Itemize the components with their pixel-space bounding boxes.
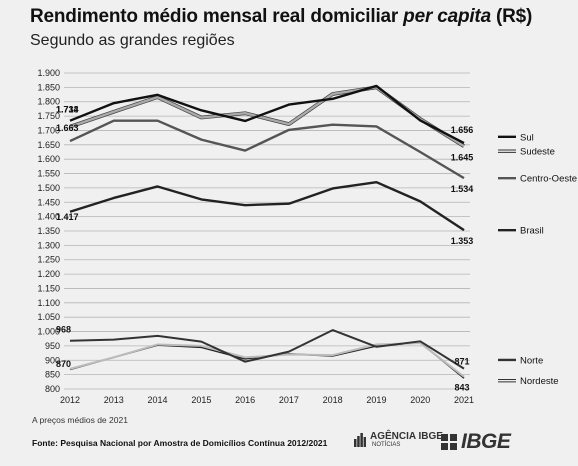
y-axis-ticks: 800 850 900 950 1.000 1.050 1.100 1.150 1.200 1.2… bbox=[37, 68, 60, 394]
end-value-label: 1.353 bbox=[451, 236, 474, 246]
start-value-label: 1.734 bbox=[56, 105, 79, 115]
end-value-label: 871 bbox=[454, 357, 469, 367]
y-tick-label: 1.050 bbox=[37, 312, 60, 322]
x-tick-label: 2016 bbox=[235, 395, 255, 405]
x-tick-label: 2019 bbox=[366, 395, 386, 405]
price-note: A preços médios de 2021 bbox=[32, 415, 128, 425]
legend-label: Sul bbox=[520, 132, 534, 143]
y-tick-label: 1.700 bbox=[37, 125, 60, 135]
y-tick-label: 1.200 bbox=[37, 269, 60, 279]
start-value-label: 968 bbox=[56, 325, 71, 335]
y-tick-label: 1.650 bbox=[37, 140, 60, 150]
data-label-layer: 1.734 1.656 1.713 1.645 1.663 1.534 1.417 1.353… bbox=[56, 105, 473, 393]
agencia-ibge-logo: AGÊNCIA IBGE NOTÍCIAS bbox=[354, 432, 443, 450]
y-tick-label: 1.550 bbox=[37, 169, 60, 179]
legend-label: Brasil bbox=[520, 226, 544, 237]
x-tick-label: 2015 bbox=[191, 395, 211, 405]
y-tick-label: 1.400 bbox=[37, 212, 60, 222]
x-tick-label: 2012 bbox=[60, 395, 80, 405]
x-tick-label: 2014 bbox=[148, 395, 168, 405]
ibge-logo: IBGE bbox=[440, 430, 511, 454]
ibge-mark-icon bbox=[441, 434, 457, 450]
y-tick-label: 850 bbox=[45, 370, 60, 380]
start-value-label: 1.713 bbox=[56, 105, 79, 115]
end-value-label: 1.645 bbox=[451, 152, 474, 162]
series-line-brasil bbox=[69, 180, 465, 232]
chart-title-unit: (R$) bbox=[490, 6, 533, 27]
series-line-centro-oeste bbox=[69, 119, 465, 180]
x-tick-label: 2013 bbox=[104, 395, 124, 405]
legend-layer: Sul Sudeste Centro-Oeste Brasil Norte Nordest… bbox=[498, 132, 577, 387]
series-line-nordeste bbox=[69, 342, 465, 378]
y-tick-label: 1.900 bbox=[37, 68, 60, 78]
y-tick-label: 800 bbox=[45, 384, 60, 394]
legend-label: Centro-Oeste bbox=[520, 174, 577, 185]
series-layer bbox=[69, 84, 466, 379]
end-value-label: 1.534 bbox=[451, 184, 474, 194]
chart-title-emphasis: per capita bbox=[403, 6, 491, 27]
x-tick-label: 2018 bbox=[323, 395, 343, 405]
y-tick-label: 1.800 bbox=[37, 97, 60, 107]
start-value-label: 870 bbox=[56, 359, 71, 369]
y-tick-label: 1.100 bbox=[37, 298, 60, 308]
agencia-logo-small: NOTÍCIAS bbox=[372, 442, 401, 448]
y-tick-label: 1.500 bbox=[37, 183, 60, 193]
start-value-label: 1.663 bbox=[56, 123, 79, 133]
y-tick-label: 1.000 bbox=[37, 327, 60, 337]
y-tick-label: 1.850 bbox=[37, 82, 60, 92]
series-line-sul bbox=[69, 84, 465, 145]
grid-layer bbox=[64, 72, 470, 390]
series-line-sudeste-outline bbox=[69, 85, 466, 148]
start-value-label: 1.417 bbox=[56, 212, 79, 222]
agencia-mark-icon bbox=[354, 433, 366, 447]
y-tick-label: 1.750 bbox=[37, 111, 60, 121]
y-tick-label: 1.350 bbox=[37, 226, 60, 236]
x-tick-label: 2020 bbox=[410, 395, 430, 405]
x-tick-label: 2021 bbox=[454, 395, 474, 405]
y-tick-label: 1.250 bbox=[37, 255, 60, 265]
y-tick-label: 1.450 bbox=[37, 197, 60, 207]
chart-title: Rendimento médio mensal real domiciliar … bbox=[30, 6, 532, 28]
y-tick-label: 1.300 bbox=[37, 240, 60, 250]
source-note: Fonte: Pesquisa Nacional por Amostra de … bbox=[32, 438, 328, 448]
y-tick-label: 900 bbox=[45, 355, 60, 365]
y-tick-label: 1.150 bbox=[37, 283, 60, 293]
end-value-label: 1.656 bbox=[451, 125, 474, 135]
end-value-label: 843 bbox=[454, 383, 469, 393]
ibge-logo-text: IBGE bbox=[461, 430, 511, 453]
legend-label: Norte bbox=[520, 355, 543, 366]
x-axis-ticks: 2012 2013 2014 2015 2016 2017 2018 2019 2020 2021 bbox=[60, 395, 474, 405]
x-tick-label: 2017 bbox=[279, 395, 299, 405]
y-tick-label: 950 bbox=[45, 341, 60, 351]
series-line-norte bbox=[69, 329, 465, 370]
chart-title-main: Rendimento médio mensal real domiciliar bbox=[30, 6, 404, 27]
y-tick-label: 1.600 bbox=[37, 154, 60, 164]
legend-label: Sudeste bbox=[520, 147, 555, 158]
chart-subtitle: Segundo as grandes regiões bbox=[30, 32, 235, 49]
agencia-logo-text: AGÊNCIA IBGE bbox=[370, 431, 443, 442]
legend-label: Nordeste bbox=[520, 376, 559, 387]
